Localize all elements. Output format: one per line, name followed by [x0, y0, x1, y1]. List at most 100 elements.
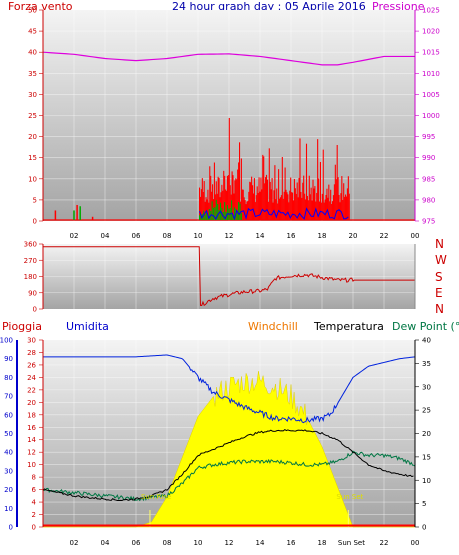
- wind-tick-label: 10: [28, 175, 37, 183]
- temperature-line: [42, 429, 414, 502]
- rain-tick-label: 14: [27, 436, 36, 444]
- wind-tick-label: 5: [33, 196, 37, 204]
- x-tick-label-top: 12: [225, 232, 234, 240]
- x-tick-label-bottom: 04: [101, 539, 110, 547]
- x-tick-label-bottom: 00: [411, 539, 420, 547]
- x-tick-label-top: 22: [380, 232, 389, 240]
- compass-w: W: [435, 253, 447, 267]
- temperature-tick-label: 10: [422, 477, 431, 485]
- wind-tick-label: 35: [28, 70, 37, 78]
- dewpoint-line: [42, 450, 416, 502]
- x-tick-label-bottom: 08: [163, 539, 172, 547]
- rain-tick-label: 10: [27, 461, 36, 469]
- direction-tick-label: 0: [33, 306, 37, 314]
- temperature-tick-label: 0: [422, 524, 426, 532]
- x-tick-label-bottom: 18: [318, 539, 327, 547]
- legend-dewpoint: Dew Point (°C: [392, 320, 459, 333]
- x-tick-label-bottom: 22: [380, 539, 389, 547]
- solar-area: [43, 371, 415, 528]
- rain-tick-label: 26: [27, 361, 36, 369]
- x-tick-label-top: 06: [132, 232, 141, 240]
- rain-tick-label: 12: [27, 449, 36, 457]
- pressure-tick-label: 1015: [422, 49, 440, 57]
- x-tick-label-top: 10: [194, 232, 203, 240]
- direction-tick-label: 360: [24, 241, 37, 249]
- rain-tick-label: 2: [32, 511, 36, 519]
- pressure-tick-label: 985: [422, 175, 435, 183]
- wind-tick-label: 30: [28, 91, 37, 99]
- pressure-tick-label: 980: [422, 196, 435, 204]
- x-tick-label-top: 04: [101, 232, 110, 240]
- x-tick-label-bottom: 12: [225, 539, 234, 547]
- rain-tick-label: 18: [27, 411, 36, 419]
- direction-line: [43, 246, 415, 307]
- humidity-tick-label: 100: [0, 337, 13, 345]
- legend-temperature: Temperatura: [314, 320, 384, 333]
- x-tick-label-bottom: 10: [194, 539, 203, 547]
- wind-axis-title: Forza vento: [8, 0, 73, 13]
- compass-n-bottom: N: [435, 302, 444, 316]
- rain-tick-label: 16: [27, 424, 36, 432]
- wind-tick-label: 15: [28, 154, 37, 162]
- temperature-tick-label: 25: [422, 407, 431, 415]
- rain-tick-label: 30: [27, 337, 36, 345]
- humidity-tick-label: 60: [4, 411, 13, 419]
- wind-tick-label: 20: [28, 133, 37, 141]
- chart-title: 24 hour graph day : 05 Aprile 2016: [172, 0, 366, 13]
- pressure-tick-label: 1010: [422, 70, 440, 78]
- x-tick-label-top: 14: [256, 232, 265, 240]
- temperature-tick-label: 40: [422, 337, 431, 345]
- wind-tick-label: 25: [28, 112, 37, 120]
- rain-tick-label: 8: [32, 474, 36, 482]
- legend-humidity: Umidita: [66, 320, 109, 333]
- pressure-axis-title: Pressione: [372, 0, 425, 13]
- x-tick-label-bottom: 06: [132, 539, 141, 547]
- sunrise-label: Sun Rise: [141, 493, 171, 501]
- wind-tick-label: 50: [28, 7, 37, 15]
- pressure-tick-label: 1020: [422, 28, 440, 36]
- direction-tick-label: 180: [24, 273, 37, 281]
- direction-tick-label: 270: [24, 257, 37, 265]
- temperature-tick-label: 5: [422, 500, 426, 508]
- humidity-line: [43, 354, 416, 424]
- x-tick-label-top: 08: [163, 232, 172, 240]
- humidity-tick-label: 40: [4, 449, 13, 457]
- rain-tick-label: 0: [32, 524, 36, 532]
- compass-e: E: [435, 286, 443, 300]
- pressure-line: [42, 51, 415, 66]
- temperature-tick-label: 20: [422, 430, 431, 438]
- legend-rain: Pioggia: [2, 320, 42, 333]
- rain-tick-label: 28: [27, 349, 36, 357]
- temperature-tick-label: 15: [422, 453, 431, 461]
- pressure-tick-label: 995: [422, 133, 435, 141]
- x-tick-label-top: 16: [287, 232, 296, 240]
- sunset-label: Sun Set: [336, 493, 363, 501]
- x-tick-label-bottom: 02: [70, 539, 79, 547]
- rain-tick-label: 6: [32, 486, 37, 494]
- legend-windchill: Windchill: [248, 320, 298, 333]
- wind-tick-label: 45: [28, 28, 37, 36]
- compass-s: S: [435, 270, 443, 284]
- pressure-tick-label: 990: [422, 154, 435, 162]
- humidity-tick-label: 90: [4, 355, 13, 363]
- humidity-tick-label: 30: [4, 467, 13, 475]
- wind-average-line: [199, 207, 349, 221]
- x-tick-label-bottom: 16: [287, 539, 296, 547]
- x-tick-label-bottom: 14: [256, 539, 265, 547]
- x-tick-label-top: 20: [349, 232, 358, 240]
- pressure-tick-label: 975: [422, 218, 435, 226]
- wind-tick-label: 0: [33, 218, 37, 226]
- humidity-tick-label: 80: [4, 374, 13, 382]
- direction-tick-label: 90: [28, 289, 37, 297]
- humidity-tick-label: 10: [4, 505, 13, 513]
- x-tick-label-top: 00: [411, 232, 420, 240]
- humidity-tick-label: 70: [4, 393, 13, 401]
- rain-tick-label: 4: [32, 499, 37, 507]
- temperature-tick-label: 35: [422, 360, 431, 368]
- rain-tick-label: 24: [27, 374, 36, 382]
- x-tick-label-top: 18: [318, 232, 327, 240]
- compass-n-top: N: [435, 237, 444, 251]
- rain-tick-label: 22: [27, 386, 36, 394]
- rain-tick-label: 20: [27, 399, 36, 407]
- humidity-tick-label: 50: [4, 430, 13, 438]
